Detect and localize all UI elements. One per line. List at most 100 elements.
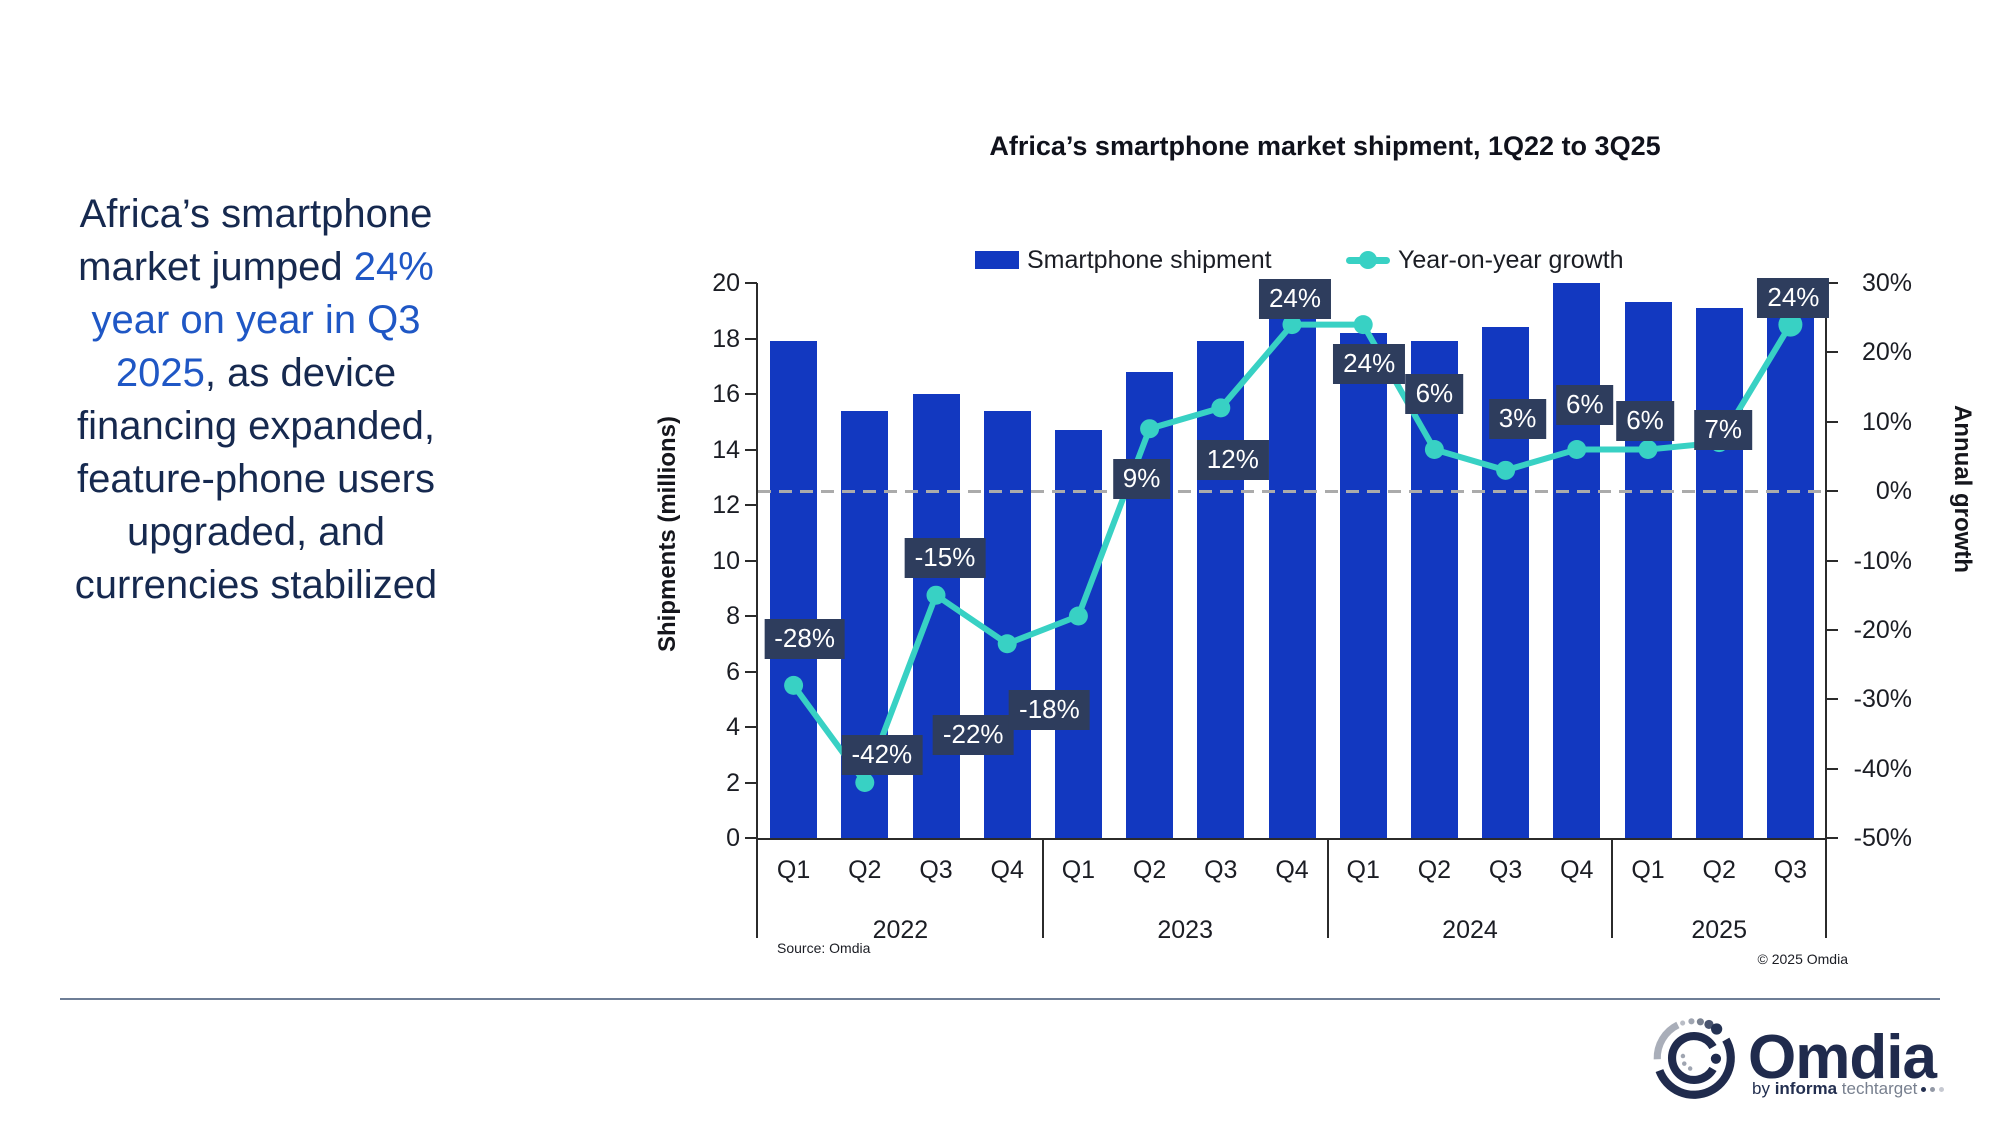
bar-2023-Q2 — [1126, 371, 1174, 838]
right-axis-tick-label: 0% — [1875, 477, 1912, 506]
headline-line: upgraded, and — [30, 506, 482, 559]
right-axis-tick-label: -20% — [1853, 615, 1912, 644]
left-axis-line — [756, 283, 758, 938]
x-axis-quarter-label: Q2 — [1702, 856, 1736, 884]
growth-data-label: 6% — [1556, 384, 1614, 425]
line-marker-icon — [1346, 247, 1390, 273]
left-axis-tick — [745, 559, 757, 562]
bar-2024-Q2 — [1410, 341, 1458, 838]
x-axis-line — [756, 838, 1826, 840]
copyright-note: © 2025 Omdia — [1757, 951, 1848, 967]
right-axis-tick — [1826, 351, 1838, 354]
growth-marker — [1353, 315, 1373, 335]
bar-2023-Q4 — [1268, 307, 1316, 838]
legend-item-growth: Year-on-year growth — [1346, 246, 1624, 274]
logo-small-dot — [1680, 1053, 1686, 1059]
logo-spiral-dot — [1680, 1020, 1686, 1026]
growth-data-label: 9% — [1112, 458, 1171, 499]
left-axis-tick — [745, 282, 757, 284]
left-axis-tick-label: 20 — [712, 269, 740, 297]
right-axis-tick-label: 10% — [1861, 407, 1912, 436]
headline-segment: year on year in Q3 — [91, 298, 421, 342]
headline-segment: feature-phone users — [76, 457, 435, 501]
bar-2025-Q2 — [1695, 307, 1743, 838]
logo-spiral-dot — [1688, 1018, 1695, 1025]
zero-growth-dashed-line — [758, 489, 1826, 493]
omdia-logo-text: Omdia — [1748, 1023, 1937, 1092]
x-axis-quarter-label: Q3 — [1773, 856, 1808, 884]
left-axis-tick — [745, 670, 757, 673]
headline-segment: 2025 — [115, 351, 205, 395]
x-axis-year-label: 2023 — [1157, 916, 1213, 944]
growth-data-label: 7% — [1694, 409, 1752, 450]
right-axis-tick — [1826, 420, 1838, 423]
logo-small-dot — [1687, 1066, 1693, 1071]
right-axis-tick-label: -30% — [1853, 685, 1912, 714]
right-axis-tick-label: -50% — [1853, 824, 1912, 852]
headline-segment: 24% — [353, 245, 434, 289]
left-axis-tick — [745, 837, 757, 839]
growth-data-label: -22% — [932, 714, 1014, 755]
right-axis-tick-label: -40% — [1853, 754, 1912, 783]
chart-title: Africa’s smartphone market shipment, 1Q2… — [989, 131, 1661, 161]
growth-data-label: 3% — [1488, 399, 1547, 440]
x-axis-year-label: 2025 — [1691, 916, 1747, 944]
growth-data-label: 6% — [1616, 400, 1674, 441]
logo-dot-icon — [1939, 1086, 1945, 1092]
bar-2022-Q4 — [983, 410, 1031, 838]
right-axis-tick — [1826, 837, 1838, 839]
logo-spiral-dot — [1696, 1018, 1704, 1026]
x-axis-year-label: 2024 — [1442, 916, 1498, 944]
x-axis-year-label: 2022 — [872, 916, 929, 944]
logo-dot-icon — [1921, 1086, 1927, 1092]
bar-2024-Q1 — [1339, 332, 1387, 838]
logo-spiral-dot — [1704, 1019, 1714, 1030]
omdia-logo: Omdia by informa techtarget — [1646, 1008, 1956, 1112]
headline-segment: market jumped — [78, 245, 354, 289]
left-axis-tick-label: 18 — [712, 324, 740, 353]
right-axis-tick — [1826, 490, 1838, 493]
bar-2023-Q3 — [1197, 341, 1245, 838]
logo-tagline-rest: techtarget — [1841, 1079, 1918, 1098]
x-axis-quarter-label: Q4 — [1560, 856, 1594, 884]
growth-data-label: 24% — [1333, 343, 1406, 384]
growth-data-label: -15% — [904, 538, 986, 579]
bar-swatch-icon — [975, 251, 1019, 269]
source-note: Source: Omdia — [777, 940, 871, 956]
headline-line: currencies stabilized — [30, 559, 482, 612]
headline-segment: financing expanded, — [76, 404, 436, 448]
bar-2022-Q1 — [770, 341, 818, 838]
right-axis-line — [1825, 283, 1827, 938]
headline-line: year on year in Q3 — [30, 294, 482, 347]
legend-dot — [1359, 251, 1377, 269]
headline-segment: , as device — [204, 351, 397, 395]
omdia-logo-tagline: by informa techtarget — [1752, 1079, 1945, 1099]
headline: Africa’s smartphone market jumped 24% year… — [30, 188, 482, 612]
headline-line: market jumped 24% — [30, 241, 482, 294]
logo-arc — [1655, 1037, 1735, 1099]
growth-data-label: -28% — [764, 619, 845, 660]
right-axis-tick-label: 20% — [1861, 338, 1912, 367]
growth-data-label: 6% — [1405, 373, 1464, 414]
x-axis-quarter-label: Q2 — [848, 856, 882, 884]
growth-data-label: 24% — [1258, 278, 1332, 319]
left-axis-title: Shipments (millions) — [654, 416, 681, 653]
year-separator — [1041, 838, 1044, 938]
left-axis-tick-label: 8 — [726, 602, 740, 630]
left-axis-tick — [745, 337, 757, 340]
legend-item-shipment: Smartphone shipment — [975, 246, 1272, 274]
x-axis-quarter-label: Q2 — [1132, 856, 1167, 884]
logo-inner-dot — [1710, 1053, 1722, 1064]
headline-line: Africa’s smartphone — [30, 188, 482, 241]
left-axis-tick-label: 12 — [712, 491, 740, 519]
x-axis-quarter-label: Q1 — [1061, 856, 1096, 884]
left-axis-tick — [745, 504, 757, 506]
omdia-logo-icon — [1653, 1018, 1735, 1099]
right-axis-tick — [1826, 698, 1838, 701]
growth-data-label: 12% — [1196, 439, 1269, 480]
bar-2025-Q1 — [1624, 302, 1672, 838]
x-axis-quarter-label: Q3 — [1204, 856, 1238, 884]
right-axis-title: Annual growth — [1949, 405, 1976, 573]
x-axis-quarter-label: Q3 — [1488, 856, 1523, 884]
